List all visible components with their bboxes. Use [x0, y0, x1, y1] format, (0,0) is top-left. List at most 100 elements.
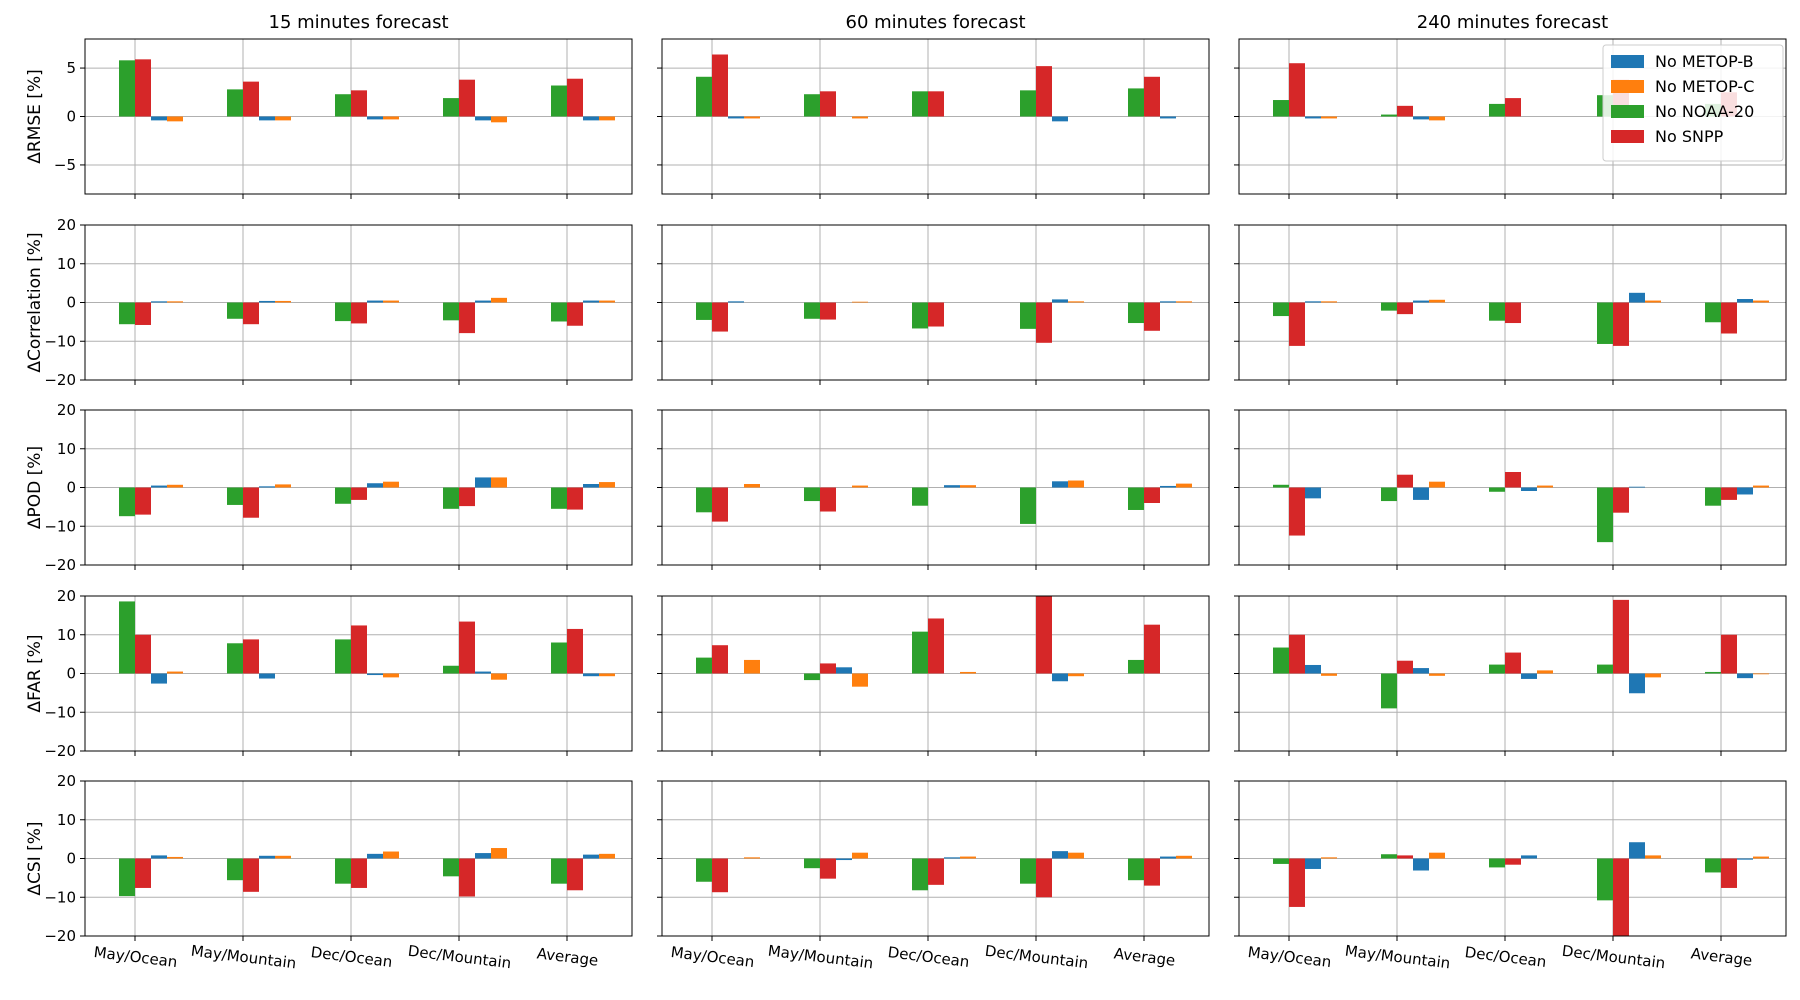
bar-no-noaa-20	[443, 487, 459, 509]
bar-no-metop-b	[1160, 485, 1176, 488]
bar-no-metop-c	[383, 851, 399, 859]
bar-no-metop-b	[1413, 668, 1429, 674]
bar-no-metop-c	[1429, 852, 1445, 859]
bar-no-metop-c	[599, 482, 615, 488]
bar-no-noaa-20	[1381, 673, 1397, 709]
bar-no-metop-c	[491, 848, 507, 859]
y-tick-label: 0	[66, 108, 76, 126]
bar-no-noaa-20	[1597, 858, 1613, 901]
bar-no-snpp	[1036, 302, 1052, 343]
bar-no-noaa-20	[804, 858, 820, 869]
bar-no-snpp	[459, 79, 475, 117]
bar-no-metop-c	[1068, 673, 1084, 677]
bar-no-metop-c	[1321, 116, 1337, 119]
bar-no-snpp	[1036, 858, 1052, 898]
bar-no-metop-b	[583, 116, 599, 121]
bar-no-metop-b	[583, 300, 599, 303]
bar-no-snpp	[1144, 487, 1160, 503]
bar-no-metop-b	[1305, 116, 1321, 119]
x-tick-label: Dec/Ocean	[1464, 943, 1548, 971]
bar-no-noaa-20	[696, 657, 712, 674]
y-tick-label: −10	[44, 703, 76, 721]
bar-no-metop-c	[491, 297, 507, 303]
x-tick-label: May/Ocean	[670, 943, 756, 971]
bar-no-noaa-20	[119, 60, 135, 117]
bar-no-metop-b	[1737, 299, 1753, 303]
bar-no-metop-b	[1052, 481, 1068, 488]
bar-no-metop-b	[475, 853, 491, 859]
bar-no-metop-c	[167, 484, 183, 488]
x-tick-label: Average	[536, 944, 599, 969]
bar-no-snpp	[1613, 487, 1629, 513]
bar-no-metop-b	[259, 300, 275, 303]
bar-no-noaa-20	[912, 91, 928, 117]
bar-no-metop-c	[167, 116, 183, 122]
bar-no-metop-c	[1321, 857, 1337, 859]
legend-swatch	[1611, 80, 1644, 93]
bar-no-metop-c	[599, 673, 615, 677]
bar-no-snpp	[1144, 76, 1160, 117]
bar-no-snpp	[820, 858, 836, 879]
bar-no-snpp	[1613, 302, 1629, 346]
bar-no-snpp	[820, 302, 836, 320]
bar-no-noaa-20	[335, 858, 351, 884]
bar-no-snpp	[1505, 302, 1521, 324]
bar-no-snpp	[1144, 858, 1160, 886]
chart-panel: −20 −10 0 10 20	[44, 401, 633, 574]
bar-no-snpp	[351, 625, 367, 674]
bar-no-snpp	[1721, 487, 1737, 500]
bar-no-snpp	[1505, 858, 1521, 865]
bar-no-noaa-20	[551, 642, 567, 674]
bar-no-noaa-20	[696, 487, 712, 513]
y-axis-label: ΔPOD [%]	[25, 446, 45, 529]
bar-no-noaa-20	[1381, 302, 1397, 311]
bar-no-metop-b	[1305, 664, 1321, 674]
bar-no-noaa-20	[1020, 487, 1036, 524]
bar-no-noaa-20	[119, 487, 135, 517]
bar-no-metop-c	[1645, 673, 1661, 678]
bar-no-metop-b	[1413, 487, 1429, 500]
bar-no-noaa-20	[335, 94, 351, 117]
bar-no-snpp	[1505, 98, 1521, 117]
bar-no-snpp	[135, 59, 151, 117]
bar-no-snpp	[820, 663, 836, 674]
y-tick-label: 10	[57, 811, 76, 829]
chart-panel: May/Ocean May/Mountain Dec/Ocean Dec/Mounta…	[657, 780, 1210, 972]
bar-no-snpp	[820, 487, 836, 512]
bar-no-noaa-20	[1020, 302, 1036, 329]
bar-no-metop-c	[275, 300, 291, 303]
bar-no-snpp	[712, 858, 728, 893]
bar-no-snpp	[459, 302, 475, 334]
y-tick-label: 10	[57, 440, 76, 458]
bar-no-metop-b	[151, 301, 167, 303]
bar-no-snpp	[928, 302, 944, 327]
bar-no-snpp	[1721, 302, 1737, 334]
bar-no-snpp	[1397, 660, 1413, 674]
bar-no-noaa-20	[912, 302, 928, 329]
bar-no-snpp	[1289, 302, 1305, 346]
bar-no-snpp	[135, 858, 151, 888]
bar-no-noaa-20	[1128, 88, 1144, 117]
bar-no-metop-b	[1629, 842, 1645, 859]
x-tick-label: Dec/Mountain	[407, 942, 512, 973]
bar-no-noaa-20	[227, 643, 243, 674]
x-tick-label: May/Mountain	[190, 942, 297, 973]
bar-no-metop-b	[367, 853, 383, 859]
bar-no-noaa-20	[1489, 664, 1505, 674]
bar-no-snpp	[567, 302, 583, 326]
legend-box	[1602, 44, 1784, 162]
bar-no-metop-c	[1429, 481, 1445, 488]
legend-swatch	[1611, 105, 1644, 118]
bar-no-metop-c	[1068, 301, 1084, 303]
bar-no-metop-b	[1160, 301, 1176, 303]
bar-no-metop-b	[944, 857, 960, 859]
legend-label: No NOAA-20	[1655, 102, 1754, 121]
bar-no-noaa-20	[1381, 487, 1397, 502]
bar-no-metop-c	[1321, 673, 1337, 676]
bar-no-noaa-20	[1489, 302, 1505, 321]
bar-no-metop-b	[1737, 673, 1753, 679]
bar-no-metop-c	[744, 857, 760, 859]
bar-no-snpp	[712, 645, 728, 674]
bar-no-metop-b	[367, 300, 383, 303]
bar-no-snpp	[243, 487, 259, 518]
